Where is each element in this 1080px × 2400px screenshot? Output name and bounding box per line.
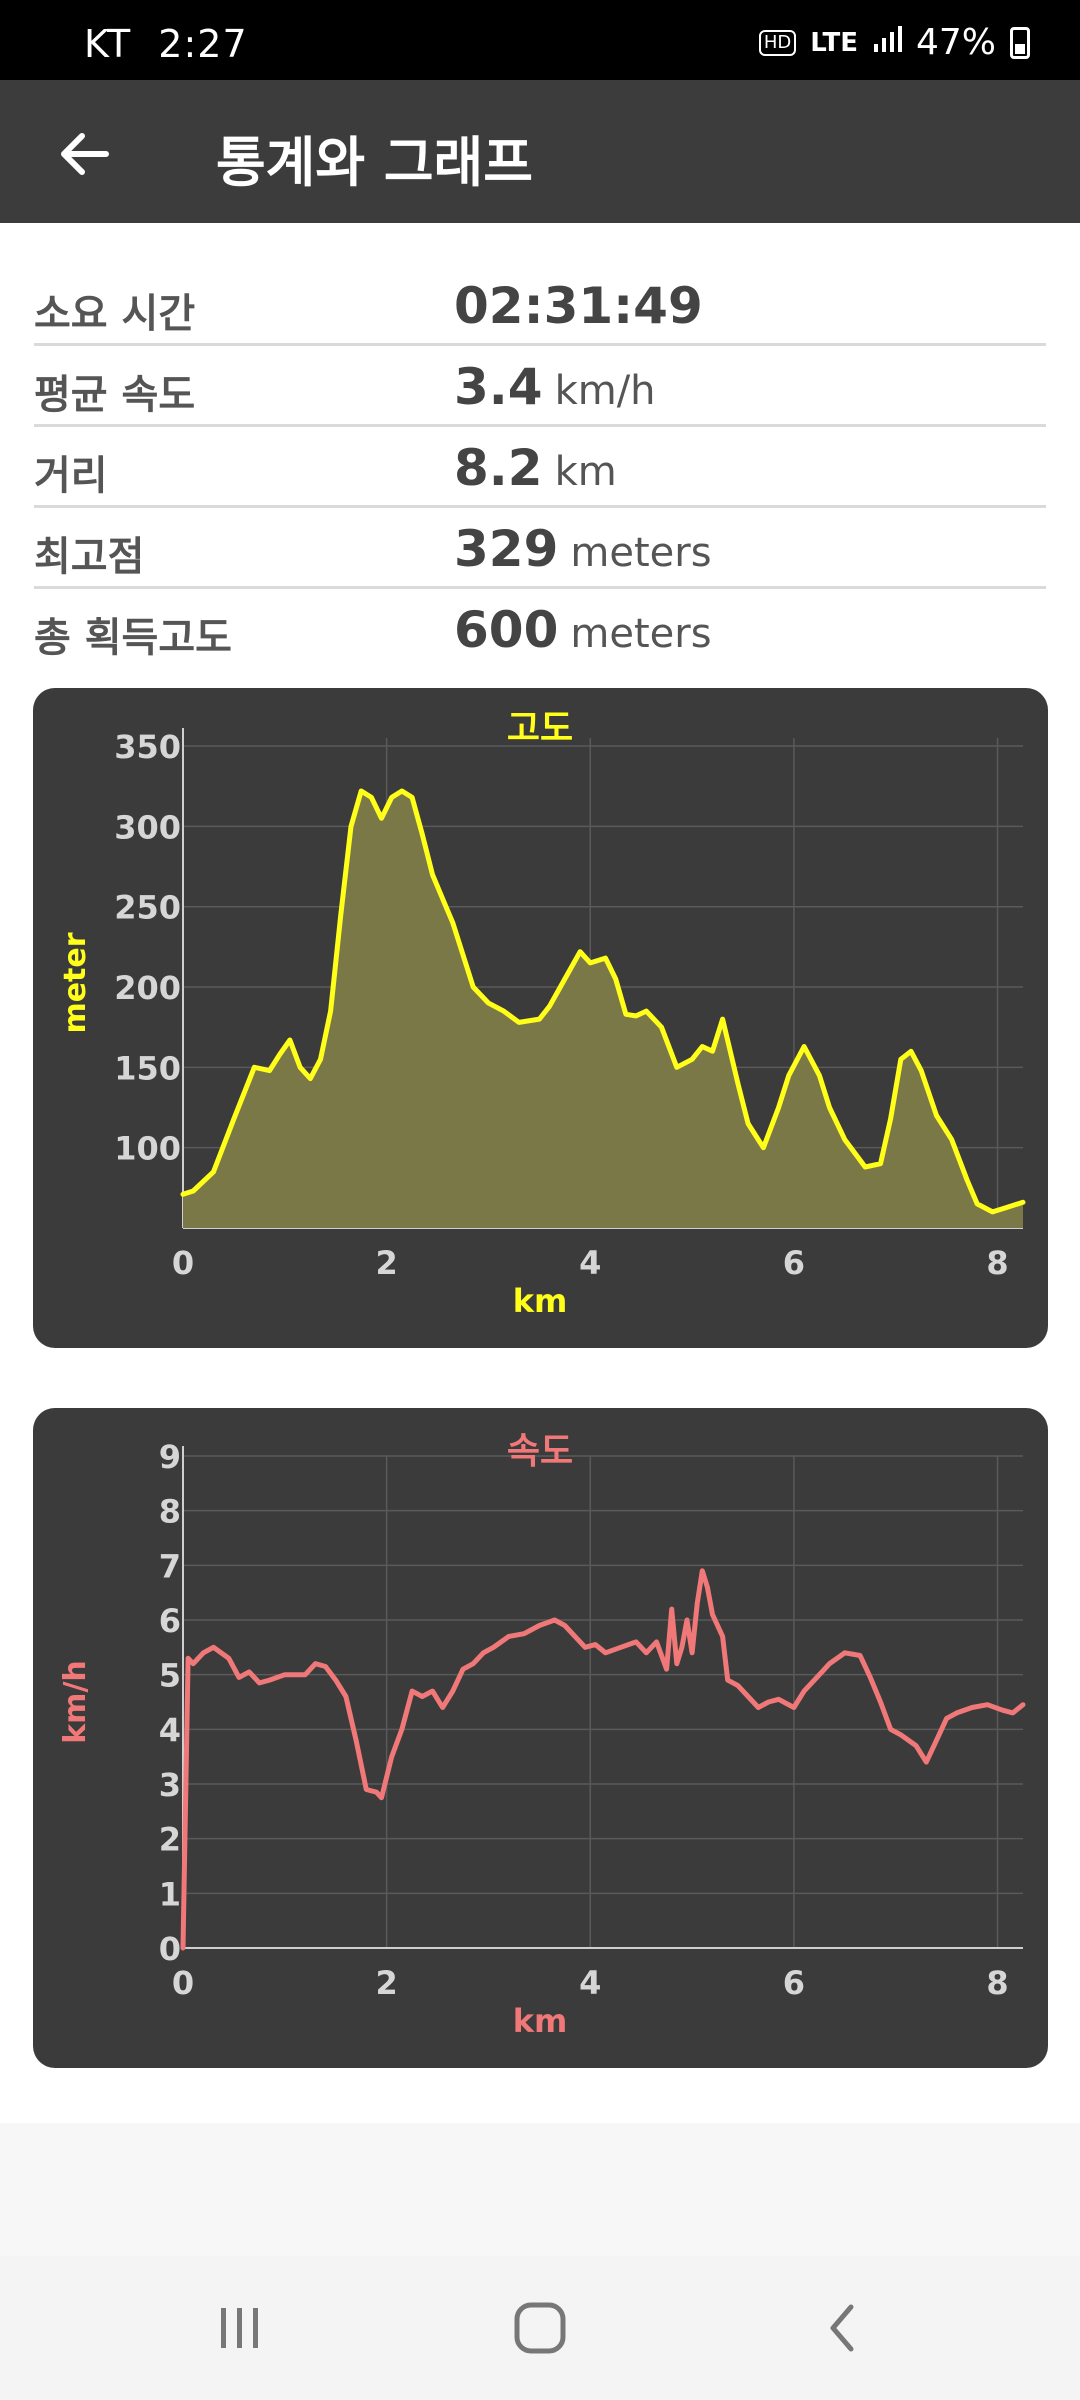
- battery-icon: [1010, 26, 1030, 59]
- back-nav-button[interactable]: [808, 2296, 878, 2360]
- stat-row-distance: 거리 8.2 km: [34, 427, 1046, 508]
- x-tick-label: 0: [172, 1964, 194, 2002]
- stat-number: 3.4: [454, 358, 543, 416]
- stats-table: 소요 시간 02:31:49 평균 속도 3.4 km/h 거리 8.2 km 최고…: [34, 265, 1046, 670]
- y-axis-title: km/h: [58, 1660, 93, 1744]
- stat-unit: meters: [570, 530, 712, 576]
- x-tick-label: 0: [172, 1244, 194, 1282]
- stat-label: 소요 시간: [34, 291, 196, 337]
- x-tick-label: 6: [783, 1964, 805, 2002]
- x-axis-title: km: [513, 2002, 568, 2040]
- y-tick-label: 0: [159, 1930, 181, 1968]
- stat-value: 329 meters: [454, 520, 712, 578]
- stat-label: 최고점: [34, 534, 145, 580]
- status-right: HD LTE 47%: [758, 22, 1030, 63]
- stat-number: 8.2: [454, 439, 543, 497]
- back-arrow-icon: [61, 133, 109, 175]
- status-left: KT 2:27: [84, 22, 248, 66]
- x-tick-label: 8: [986, 1244, 1008, 1282]
- x-tick-label: 8: [986, 1964, 1008, 2002]
- recent-apps-button[interactable]: [205, 2296, 275, 2360]
- speed-chart: 0 2 4 6 8 0 1 2 3 4 5 6 7 8 9 속도 km km/h: [58, 1431, 1026, 2040]
- y-tick-label: 3: [159, 1766, 181, 1804]
- back-chevron-icon: [830, 2304, 854, 2352]
- stat-value: 02:31:49: [454, 277, 703, 335]
- stat-row-duration: 소요 시간 02:31:49: [34, 265, 1046, 346]
- stat-label: 총 획득고도: [34, 615, 232, 661]
- lte-icon: LTE: [810, 27, 858, 58]
- home-icon: [514, 2302, 566, 2354]
- system-nav-bar: [0, 2256, 1080, 2400]
- stat-unit: km/h: [554, 368, 656, 414]
- y-tick-label: 6: [159, 1602, 181, 1640]
- y-tick-label: 300: [114, 808, 181, 846]
- y-tick-label: 200: [114, 969, 181, 1007]
- x-tick-label: 2: [376, 1964, 398, 2002]
- carrier-label: KT: [84, 22, 132, 66]
- stat-label: 평균 속도: [34, 372, 196, 418]
- stat-value: 3.4 km/h: [454, 358, 656, 416]
- y-tick-label: 250: [114, 889, 181, 927]
- x-axis-title: km: [513, 1282, 568, 1320]
- y-tick-label: 150: [114, 1049, 181, 1087]
- stat-label: 거리: [34, 453, 108, 499]
- y-tick-label: 1: [159, 1875, 181, 1913]
- recent-apps-icon: [221, 2308, 258, 2348]
- altitude-chart: 0 2 4 6 8 100 150 200 250 300 350 고도 km meter: [58, 708, 1026, 1320]
- y-tick-label: 9: [159, 1438, 181, 1476]
- x-tick-label: 4: [579, 1964, 601, 2002]
- battery-percent: 47%: [915, 22, 996, 63]
- altitude-chart-card: 0 2 4 6 8 100 150 200 250 300 350 고도 km meter: [33, 688, 1048, 1348]
- y-tick-label: 2: [159, 1821, 181, 1859]
- x-tick-label: 2: [376, 1244, 398, 1282]
- y-axis-title: meter: [58, 932, 93, 1033]
- y-tick-label: 4: [159, 1711, 181, 1749]
- stat-number: 329: [454, 520, 559, 578]
- stat-row-total-ascent: 총 획득고도 600 meters: [34, 589, 1046, 670]
- y-tick-label: 8: [159, 1493, 181, 1531]
- chart-title: 고도: [507, 708, 573, 749]
- clock: 2:27: [158, 22, 248, 66]
- stat-value: 600 meters: [454, 601, 712, 659]
- speed-line: [180, 1568, 1026, 1951]
- status-bar: KT 2:27 HD LTE 47%: [0, 0, 1080, 80]
- stat-unit: km: [554, 449, 617, 495]
- y-tick-label: 5: [159, 1657, 181, 1695]
- stat-row-avg-speed: 평균 속도 3.4 km/h: [34, 346, 1046, 427]
- altitude-line: [180, 788, 1026, 1215]
- app-bar: 통계와 그래프: [0, 80, 1080, 223]
- stat-value: 8.2 km: [454, 439, 617, 497]
- altitude-area-fill: [183, 791, 1023, 1228]
- y-tick-label: 350: [114, 728, 181, 766]
- x-tick-label: 4: [579, 1244, 601, 1282]
- home-button[interactable]: [505, 2296, 575, 2360]
- signal-icon: [872, 22, 902, 63]
- y-tick-label: 100: [114, 1130, 181, 1168]
- y-tick-label: 7: [159, 1547, 181, 1585]
- stat-unit: meters: [570, 611, 712, 657]
- back-button[interactable]: [44, 114, 124, 194]
- stat-number: 02:31:49: [454, 277, 703, 335]
- stat-number: 600: [454, 601, 559, 659]
- stat-row-max-altitude: 최고점 329 meters: [34, 508, 1046, 589]
- x-tick-label: 6: [783, 1244, 805, 1282]
- chart-title: 속도: [507, 1431, 573, 1472]
- hd-voice-icon: HD: [758, 29, 797, 56]
- stats-content: 소요 시간 02:31:49 평균 속도 3.4 km/h 거리 8.2 km 최고…: [0, 223, 1080, 2123]
- speed-chart-card: 0 2 4 6 8 0 1 2 3 4 5 6 7 8 9 속도 km km/h: [33, 1408, 1048, 2068]
- page-title: 통계와 그래프: [216, 131, 533, 194]
